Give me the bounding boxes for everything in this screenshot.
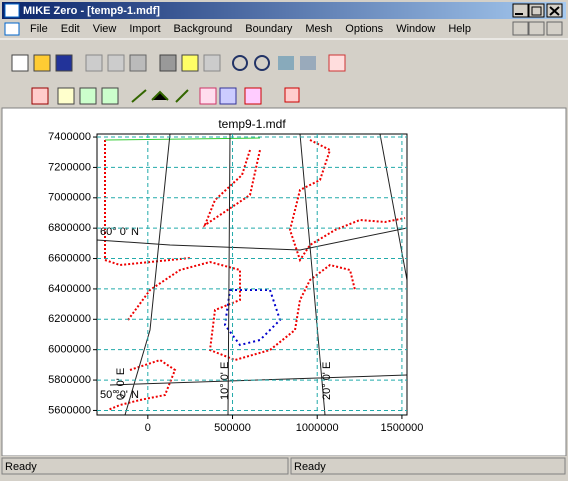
menu-item[interactable]: View — [93, 23, 117, 35]
menu-item[interactable]: File — [30, 23, 48, 35]
y-tick-label: 7400000 — [48, 131, 91, 143]
menu-item[interactable]: Options — [345, 23, 383, 35]
y-tick-label: 7200000 — [48, 161, 91, 173]
tool-2[interactable] — [79, 87, 97, 105]
doc-close[interactable] — [546, 21, 563, 36]
plot-title: temp9-1.mdf — [218, 117, 286, 131]
graticule-label: 50° 0' N — [100, 389, 139, 401]
title-bar — [2, 2, 566, 19]
y-tick-label: 6400000 — [48, 283, 91, 295]
y-tick-label: 6200000 — [48, 313, 91, 325]
icon — [549, 6, 560, 16]
app-icon — [4, 3, 20, 18]
coastline — [202, 149, 261, 228]
graticule-label: 60° 0' N — [100, 226, 139, 238]
toolbar-1 — [11, 54, 346, 72]
graticule-label: 10° 0' E — [219, 362, 231, 400]
x-tick-label: 0 — [145, 422, 151, 434]
y-tick-label: 7000000 — [48, 192, 91, 204]
x-tick-label: 500000 — [214, 422, 251, 434]
y-tick-label: 6800000 — [48, 222, 91, 234]
coastline — [127, 260, 356, 362]
tool-save[interactable] — [55, 54, 73, 72]
graticule-label: 0° 0' E — [115, 368, 127, 400]
inner-mesh — [223, 289, 282, 347]
tool-help[interactable] — [181, 54, 199, 72]
tool-3[interactable] — [101, 87, 119, 105]
y-tick-label: 6600000 — [48, 252, 91, 264]
plot-frame — [96, 133, 408, 416]
status-pane — [1, 457, 289, 475]
doc-icon — [4, 22, 20, 36]
x-tick-label: 1000000 — [296, 422, 339, 434]
status-text: Ready — [294, 461, 326, 473]
tool-1[interactable] — [31, 87, 49, 105]
status-text: Ready — [5, 461, 37, 473]
tool-grid[interactable] — [328, 54, 346, 72]
tool-select[interactable] — [57, 87, 75, 105]
doc-minimize[interactable] — [512, 21, 529, 36]
y-tick-label: 5800000 — [48, 374, 91, 386]
tool-back[interactable] — [278, 56, 294, 70]
y-tick-label: 6000000 — [48, 344, 91, 356]
document-view — [1, 107, 567, 457]
menu-item[interactable]: Mesh — [305, 23, 332, 35]
coastline — [104, 140, 191, 267]
tool-copy[interactable] — [107, 54, 125, 72]
menu-item[interactable]: Boundary — [245, 23, 293, 35]
tool-context-help[interactable] — [203, 54, 221, 72]
tool-forward[interactable] — [300, 56, 316, 70]
menu-item[interactable]: Import — [129, 23, 160, 35]
boundary — [104, 137, 261, 141]
tool-open[interactable] — [33, 54, 51, 72]
doc-restore[interactable] — [528, 21, 545, 36]
tool-4[interactable] — [199, 87, 217, 105]
y-tick-label: 5600000 — [48, 404, 91, 416]
minimize-button[interactable] — [512, 3, 529, 18]
status-bar — [0, 456, 568, 476]
menu-item[interactable]: Edit — [61, 23, 80, 35]
menu-item[interactable]: Background — [174, 23, 233, 35]
tool-5[interactable] — [219, 87, 237, 105]
x-tick-label: 1500000 — [381, 422, 424, 434]
icon — [531, 6, 542, 16]
tool-7[interactable] — [284, 87, 300, 103]
icon — [515, 13, 523, 15]
window-controls[interactable] — [512, 3, 563, 18]
coastline — [107, 358, 177, 411]
tool-zoom-out[interactable] — [254, 55, 270, 71]
menu-item[interactable]: Window — [396, 23, 435, 35]
mdi-controls[interactable] — [512, 21, 563, 36]
status-pane — [290, 457, 566, 475]
tool-lines[interactable] — [131, 89, 189, 103]
tool-6[interactable] — [244, 87, 262, 105]
menu-item[interactable]: Help — [448, 23, 471, 35]
tool-zoom-in[interactable] — [232, 55, 248, 71]
toolbar-2 — [31, 87, 300, 105]
graticule-label: 20° 0' E — [321, 362, 333, 400]
tool-print[interactable] — [159, 54, 177, 72]
tool-paste[interactable] — [129, 54, 147, 72]
window-title: MIKE Zero - [temp9-1.mdf] — [23, 5, 160, 17]
tool-cut[interactable] — [85, 54, 103, 72]
tool-new[interactable] — [11, 54, 29, 72]
coastline — [288, 139, 406, 263]
